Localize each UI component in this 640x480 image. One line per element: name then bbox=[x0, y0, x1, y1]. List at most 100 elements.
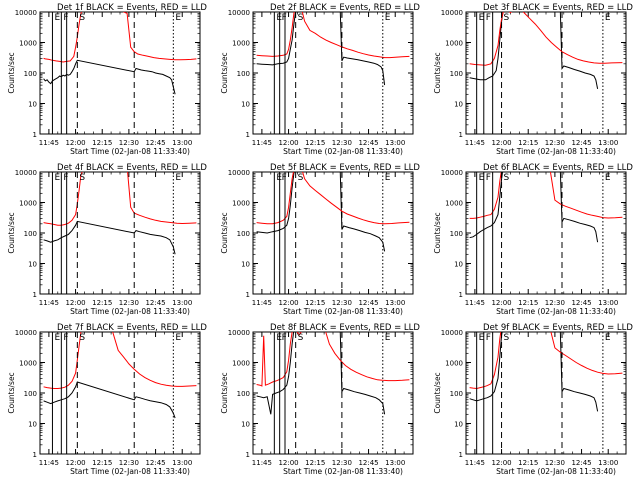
x-tick-label: 11:45 bbox=[465, 299, 485, 307]
y-tick-label: 10 bbox=[454, 101, 463, 109]
chart-panel: Det 8f BLACK = Events, RED = LLD 1 10 100 10… bbox=[220, 323, 420, 476]
plot-frame bbox=[39, 171, 201, 295]
x-tick-label: 12:45 bbox=[145, 139, 165, 147]
y-tick-label: 1 bbox=[246, 291, 250, 299]
x-tick-label: 12:30 bbox=[545, 299, 565, 307]
y-tick-label: 1 bbox=[459, 131, 463, 139]
y-tick-label: 100 bbox=[450, 230, 463, 238]
lld-series-line bbox=[43, 172, 197, 226]
events-series-line bbox=[256, 12, 386, 86]
x-tick-label: 12:45 bbox=[358, 139, 378, 147]
x-tick-label: 11:45 bbox=[465, 139, 485, 147]
y-tick-label: 100 bbox=[237, 230, 250, 238]
chart-panel: Det 1f BLACK = Events, RED = LLD 1 10 100 10… bbox=[7, 3, 207, 156]
x-tick-label: 13:00 bbox=[598, 459, 618, 467]
x-axis-label: Start Time (02-Jan-08 11:33:40) bbox=[496, 147, 616, 156]
events-series-line bbox=[43, 381, 176, 419]
marker-label: E bbox=[54, 13, 60, 23]
marker-label: F bbox=[63, 13, 68, 23]
marker-label: S bbox=[79, 173, 85, 183]
x-axis-label: Start Time (02-Jan-08 11:33:40) bbox=[283, 307, 403, 316]
y-tick-label: 10000 bbox=[228, 9, 250, 17]
y-tick-label: 10000 bbox=[441, 9, 463, 17]
marker-label: S bbox=[298, 173, 304, 183]
y-tick-label: 100 bbox=[24, 390, 37, 398]
y-tick-label: 100 bbox=[450, 390, 463, 398]
x-axis-label: Start Time (02-Jan-08 11:33:40) bbox=[70, 307, 190, 316]
y-tick-label: 10000 bbox=[441, 169, 463, 177]
events-series-line bbox=[469, 172, 599, 243]
y-axis-label: Counts/sec bbox=[220, 372, 229, 413]
y-tick-label: 1000 bbox=[19, 40, 37, 48]
y-tick-label: 10000 bbox=[15, 169, 37, 177]
y-tick-label: 1 bbox=[459, 291, 463, 299]
x-axis-label: Start Time (02-Jan-08 11:33:40) bbox=[496, 467, 616, 476]
x-axis-label: Start Time (02-Jan-08 11:33:40) bbox=[283, 467, 403, 476]
marker-label: E bbox=[605, 13, 611, 23]
y-tick-label: 1 bbox=[33, 291, 37, 299]
x-tick-label: 12:45 bbox=[145, 459, 165, 467]
x-tick-label: 11:45 bbox=[39, 139, 59, 147]
y-axis-label: Counts/sec bbox=[7, 372, 16, 413]
x-axis-label: Start Time (02-Jan-08 11:33:40) bbox=[496, 307, 616, 316]
y-tick-label: 1 bbox=[246, 131, 250, 139]
y-tick-label: 1000 bbox=[232, 40, 250, 48]
events-series-line bbox=[469, 332, 599, 412]
y-tick-label: 1000 bbox=[445, 200, 463, 208]
plot-frame bbox=[465, 331, 627, 455]
x-tick-label: 11:45 bbox=[252, 139, 272, 147]
lld-series-line bbox=[256, 332, 410, 387]
x-tick-label: 11:45 bbox=[39, 299, 59, 307]
x-axis-label: Start Time (02-Jan-08 11:33:40) bbox=[283, 147, 403, 156]
marker-label: S bbox=[504, 13, 510, 23]
y-axis-label: Counts/sec bbox=[220, 212, 229, 253]
events-series-line bbox=[469, 12, 599, 89]
y-tick-label: 10 bbox=[28, 421, 37, 429]
y-axis-label: Counts/sec bbox=[433, 52, 442, 93]
x-tick-label: 13:00 bbox=[172, 459, 192, 467]
x-tick-label: 12:15 bbox=[92, 459, 112, 467]
x-tick-label: 12:15 bbox=[305, 459, 325, 467]
x-tick-label: 13:00 bbox=[385, 459, 405, 467]
x-tick-label: 12:15 bbox=[518, 459, 538, 467]
x-tick-label: 12:00 bbox=[491, 299, 511, 307]
x-tick-label: 12:00 bbox=[65, 299, 85, 307]
plot-frame bbox=[465, 171, 627, 295]
x-tick-label: 12:00 bbox=[278, 299, 298, 307]
events-series-line bbox=[43, 59, 176, 95]
x-tick-label: 13:00 bbox=[172, 299, 192, 307]
y-axis-label: Counts/sec bbox=[7, 52, 16, 93]
y-tick-label: 10000 bbox=[15, 9, 37, 17]
y-tick-label: 1000 bbox=[445, 40, 463, 48]
chart-panel: Det 9f BLACK = Events, RED = LLD 1 10 100 10… bbox=[433, 323, 633, 476]
events-series-line bbox=[43, 220, 176, 255]
y-tick-label: 100 bbox=[24, 230, 37, 238]
lld-series-line bbox=[43, 332, 197, 389]
marker-label: F bbox=[282, 13, 287, 23]
marker-label: E bbox=[605, 333, 611, 343]
y-tick-label: 1 bbox=[33, 451, 37, 459]
marker-label: S bbox=[298, 333, 304, 343]
x-tick-label: 13:00 bbox=[385, 299, 405, 307]
marker-label: S bbox=[298, 13, 304, 23]
chart-title: Det 3f BLACK = Events, RED = LLD bbox=[483, 3, 633, 13]
x-tick-label: 12:00 bbox=[278, 139, 298, 147]
y-tick-label: 1000 bbox=[19, 200, 37, 208]
plot-area bbox=[469, 172, 623, 243]
y-tick-label: 10 bbox=[454, 421, 463, 429]
chart-title: Det 6f BLACK = Events, RED = LLD bbox=[483, 163, 633, 173]
plot-frame bbox=[252, 171, 414, 295]
y-tick-label: 10000 bbox=[15, 329, 37, 337]
x-tick-label: 12:45 bbox=[571, 459, 591, 467]
marker-label: S bbox=[79, 13, 85, 23]
x-tick-label: 12:45 bbox=[571, 139, 591, 147]
x-tick-label: 12:30 bbox=[332, 459, 352, 467]
x-tick-label: 12:15 bbox=[518, 139, 538, 147]
x-tick-label: 12:45 bbox=[571, 299, 591, 307]
chart-panel: Det 4f BLACK = Events, RED = LLD 1 10 100 10… bbox=[7, 163, 207, 316]
x-tick-label: 12:30 bbox=[119, 139, 139, 147]
x-tick-label: 12:30 bbox=[332, 299, 352, 307]
x-axis-label: Start Time (02-Jan-08 11:33:40) bbox=[70, 467, 190, 476]
chart-title: Det 4f BLACK = Events, RED = LLD bbox=[57, 163, 207, 173]
marker-label: F bbox=[63, 173, 68, 183]
